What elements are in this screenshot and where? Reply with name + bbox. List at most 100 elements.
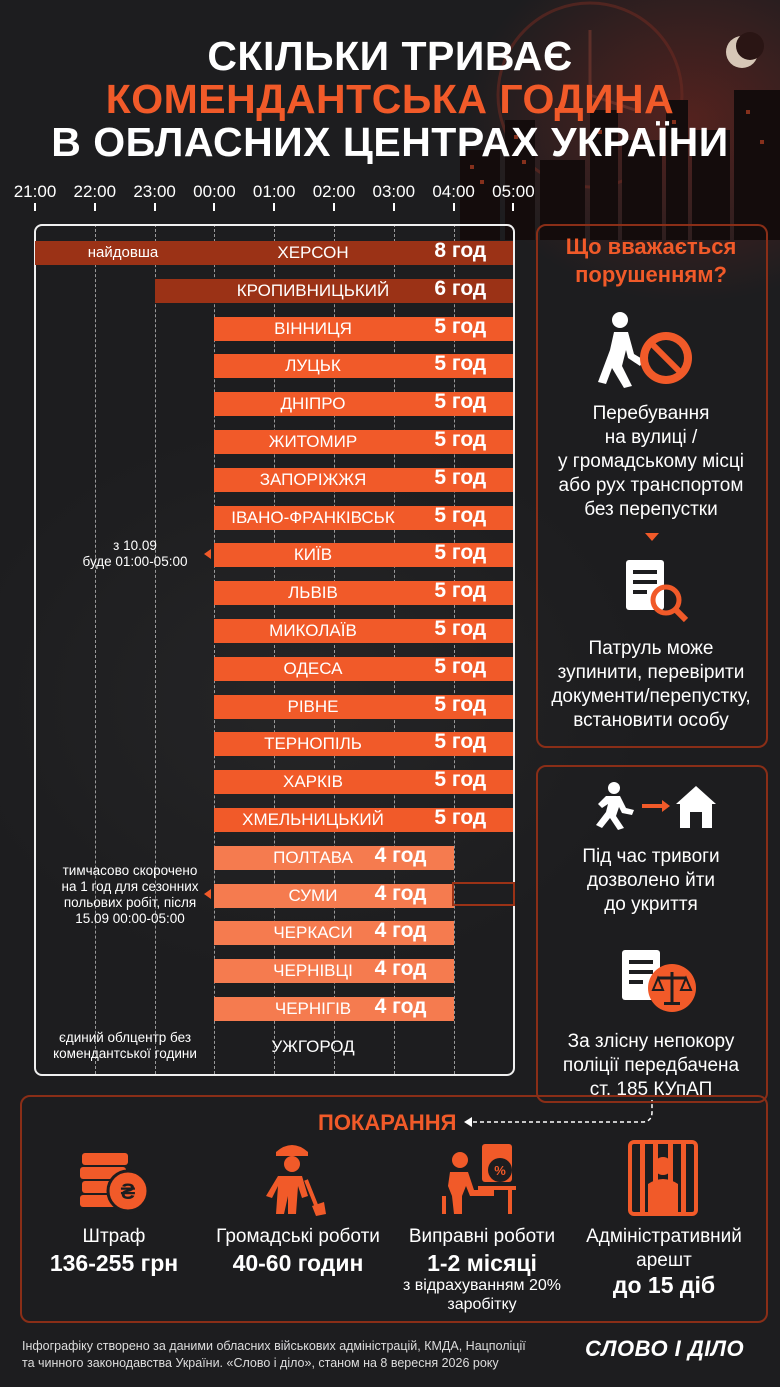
violation-text-line: або рух транспортом	[558, 475, 744, 496]
footer-line: Інфографіку створено за даними обласних …	[22, 1339, 526, 1353]
curfew-bar	[214, 883, 454, 908]
document-law-icon	[622, 950, 696, 1012]
curfew-bar	[214, 732, 514, 757]
document-search-icon	[626, 560, 689, 623]
city-label: ХМЕЛЬНИЦЬКИЙ	[242, 810, 384, 829]
jail-icon	[628, 1140, 698, 1216]
city-label: ЧЕРКАСИ	[273, 923, 353, 943]
city-label: ТЕРНОПІЛЬ	[264, 734, 362, 754]
city-label: ЛУЦЬК	[285, 356, 341, 376]
hour-label: 01:00	[252, 182, 296, 201]
hour-tick	[392, 203, 395, 211]
violation-title-line: Що вважається	[565, 234, 737, 259]
penalty-value-arrest: до 15 діб	[612, 1272, 716, 1298]
penalty-note-line: з відрахуванням 20%	[403, 1277, 561, 1294]
hour-tick	[153, 203, 156, 211]
hour-label: 23:00	[133, 182, 176, 201]
curfew-bar	[214, 694, 514, 719]
curfew-bar	[35, 241, 514, 265]
hour-gridline	[453, 224, 455, 1074]
hour-gridline	[393, 224, 395, 1074]
hour-tick	[34, 203, 36, 211]
curfew-bar	[214, 808, 514, 832]
penalty-label-arrest: Адміністративний	[586, 1226, 742, 1247]
city-label: ДНІПРО	[280, 394, 346, 414]
hour-tick	[273, 203, 276, 211]
violation-text-line: Патруль може	[588, 638, 714, 659]
uzhhorod-note-line: єдиний облцентр без	[58, 1030, 192, 1045]
title-line-3: В ОБЛАСНИХ ЦЕНТРАХ УКРАЇНИ	[51, 119, 729, 165]
violation-title-line: порушенням?	[575, 262, 727, 287]
hour-tick	[93, 203, 96, 211]
footer-line: та чинного законодавства України. «Слово…	[22, 1356, 499, 1370]
uzhhorod-note: єдиний облцентр без комендантської годин…	[40, 1030, 210, 1062]
alarm-text-line: до укриття	[604, 894, 698, 915]
alarm-text-line: поліції передбачена	[562, 1055, 740, 1076]
city-label: ПОЛТАВА	[273, 847, 353, 867]
duration-label: 4 год	[374, 995, 427, 1018]
city-label: ЧЕРНІВЦІ	[273, 961, 353, 981]
sumy-note-pointer	[204, 889, 211, 899]
violation-text-line: встановити особу	[573, 710, 729, 731]
curfew-bar	[214, 997, 454, 1021]
hour-tick	[452, 203, 455, 211]
violation-panel	[536, 224, 768, 748]
alarm-text-line: Під час тривоги	[582, 846, 720, 867]
violation-text-line: без перепустки	[584, 499, 718, 520]
hour-gridline	[94, 224, 96, 1074]
city-label: ВІННИЦЯ	[274, 318, 352, 338]
curfew-bar	[214, 770, 514, 795]
duration-label: 5 год	[434, 768, 487, 792]
hour-gridline	[334, 224, 335, 1074]
alarm-text-line: ст. 185 КУпАП	[589, 1079, 713, 1100]
duration-label: 5 год	[434, 465, 487, 489]
city-label: ХЕРСОН	[277, 243, 349, 262]
curfew-bar	[214, 959, 454, 984]
curfew-bar	[214, 392, 514, 417]
sumy-note-line: тимчасово скорочено	[62, 863, 198, 878]
duration-label: 5 год	[434, 579, 487, 603]
city-label: ЗАПОРІЖЖЯ	[259, 469, 367, 489]
curfew-bar	[214, 619, 514, 643]
alarm-panel	[536, 765, 768, 1103]
brand-logo: СЛОВО І ДІЛО	[585, 1336, 745, 1361]
hour-label: 04:00	[432, 182, 475, 201]
hour-label: 00:00	[193, 182, 236, 201]
duration-label: 4 год	[374, 919, 427, 943]
kyiv-note-line: буде 01:00-05:00	[82, 554, 188, 569]
penalties-title: ПОКАРАННЯ	[318, 1110, 457, 1135]
city-label: МИКОЛАЇВ	[269, 621, 357, 640]
duration-label: 5 год	[434, 617, 487, 640]
city-label: КИЇВ	[293, 545, 333, 565]
city-label: ІВАНО-ФРАНКІВСЬК	[231, 507, 395, 527]
money-icon: ₴	[80, 1153, 150, 1213]
violation-text-1: Перебування на вулиці / у громадському м…	[540, 402, 762, 522]
penalty-label-community-work: Громадські роботи	[216, 1226, 380, 1247]
duration-label: 8 год	[434, 239, 487, 262]
hour-label: 22:00	[73, 182, 117, 201]
alarm-text-line: дозволено йти	[586, 870, 716, 891]
penalties-panel	[20, 1095, 768, 1323]
hour-tick	[512, 203, 515, 211]
curfew-bar	[154, 278, 514, 303]
hour-label: 21:00	[13, 182, 57, 201]
curfew-bar	[214, 316, 514, 341]
sumy-note-line: 15.09 00:00-05:00	[75, 911, 185, 926]
curfew-bar	[214, 921, 454, 946]
shovel-worker-icon	[266, 1145, 326, 1216]
sumy-note-line: польових робіт, після	[63, 895, 197, 910]
hour-label: 05:00	[492, 182, 535, 201]
curfew-bar	[214, 581, 514, 606]
svg-text:₴: ₴	[121, 1179, 136, 1204]
duration-label: 5 год	[434, 806, 487, 829]
violation-text-line: у громадському місці	[558, 451, 744, 472]
penalty-label-fine: Штраф	[82, 1226, 146, 1247]
curfew-chart-frame	[34, 224, 515, 1076]
penalty-label-corrective-work: Виправні роботи	[408, 1226, 556, 1247]
violation-text-2: Патруль може зупинити, перевірити докуме…	[540, 637, 762, 733]
hour-gridline	[154, 224, 156, 1074]
duration-label: 5 год	[434, 428, 487, 451]
curfew-bar	[214, 656, 514, 681]
city-label: ЧЕРНІГІВ	[274, 999, 352, 1018]
city-label: ОДЕСА	[283, 658, 343, 678]
